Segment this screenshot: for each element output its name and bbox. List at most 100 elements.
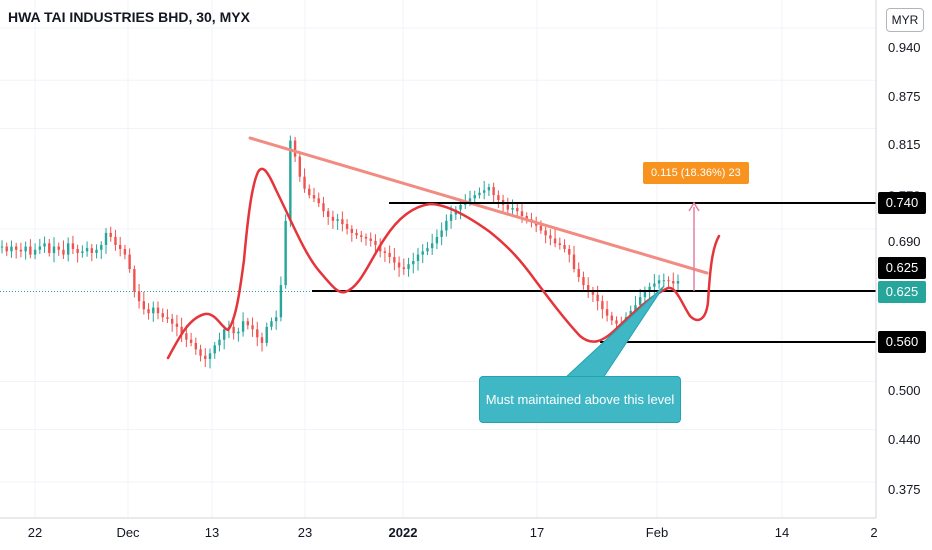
candle-body: [123, 248, 127, 255]
y-tick-label: 0.375: [888, 482, 921, 497]
currency-button[interactable]: MYR: [886, 8, 924, 32]
candle-body: [71, 243, 75, 249]
descending-trendline: [248, 136, 709, 275]
x-tick-label: 13: [204, 525, 220, 540]
candle-body: [662, 280, 666, 282]
candle-body: [156, 307, 160, 314]
candle-body: [199, 349, 202, 356]
candle-body: [506, 204, 510, 210]
y-tick-label: 0.690: [888, 234, 921, 249]
pattern-curve: [166, 167, 721, 360]
candle-body: [185, 333, 188, 340]
candle-body: [90, 248, 94, 253]
candle-body: [137, 291, 141, 302]
candle-body: [402, 267, 406, 270]
candle-body: [516, 208, 519, 212]
candle-body: [648, 286, 651, 292]
candle-body: [459, 204, 462, 210]
annotation-callout: Must maintained above this level: [479, 376, 681, 423]
candle-body: [312, 195, 316, 199]
candle-body: [289, 140, 292, 221]
x-tick-label: 23: [297, 525, 313, 540]
candle-body: [568, 248, 571, 255]
candle-body: [657, 280, 661, 284]
candle-body: [421, 251, 424, 255]
y-tick-label: 0.875: [888, 89, 921, 104]
candle-body: [473, 195, 476, 199]
candle-body: [520, 211, 524, 217]
chart-title: HWA TAI INDUSTRIES BHD, 30, MYX: [8, 9, 250, 25]
candle-body: [133, 269, 136, 292]
candle-body: [591, 291, 595, 295]
candle-body: [426, 248, 429, 252]
candle-body: [378, 244, 382, 252]
candle-body: [350, 228, 354, 233]
candle-body: [369, 238, 372, 241]
measure-arrow-head: [688, 201, 700, 212]
candle-body: [440, 230, 443, 237]
y-tick-label: 0.500: [888, 383, 921, 398]
candle-body: [57, 246, 60, 250]
candle-body: [270, 321, 273, 327]
candle-body: [586, 285, 590, 292]
candle-body: [170, 318, 174, 324]
candle-body: [293, 140, 297, 157]
candle-body: [407, 264, 410, 270]
candle-body: [161, 313, 164, 318]
y-tick-label-partial: 0.770: [888, 188, 921, 195]
candle-body: [222, 329, 226, 340]
candle-body: [605, 309, 609, 316]
candle-body: [610, 315, 614, 321]
candle-body: [14, 246, 18, 250]
candle-body: [38, 246, 42, 250]
candle-body: [100, 244, 103, 250]
candle-body: [152, 307, 155, 314]
candle-body: [147, 309, 150, 314]
chart-grid: [0, 0, 876, 518]
candle-body: [430, 243, 434, 249]
candle-body: [388, 252, 391, 257]
candle-body: [326, 211, 330, 217]
candle-body: [95, 249, 98, 253]
y-tick-label: 0.940: [888, 40, 921, 55]
x-tick-label: 2: [870, 525, 878, 540]
x-tick-label: 22: [27, 525, 43, 540]
candle-body: [246, 321, 250, 326]
current-price-tag: 0.625: [878, 281, 926, 303]
candle-body: [374, 240, 377, 245]
price-tag-0625-line: 0.625: [878, 257, 926, 279]
candle-body: [416, 254, 420, 262]
candle-body: [208, 353, 212, 359]
candle-body: [194, 342, 198, 350]
x-tick-label: Feb: [645, 525, 669, 540]
candle-body: [544, 230, 547, 236]
candle-body: [204, 355, 207, 359]
candle-body: [48, 243, 51, 253]
x-tick-label: Dec: [116, 525, 140, 540]
candle-body: [62, 249, 65, 255]
candle-body: [572, 254, 576, 270]
candle-body: [331, 216, 335, 221]
candle-body: [482, 190, 486, 193]
candle-body: [672, 281, 675, 284]
candle-body: [355, 232, 358, 236]
candle-body: [298, 156, 302, 177]
candle-body: [511, 208, 514, 210]
candle-body: [166, 317, 169, 319]
candle-body: [0, 246, 4, 248]
candle-body: [397, 262, 401, 268]
measurement-label: 0.115 (18.36%) 23: [643, 162, 749, 184]
candle-body: [383, 251, 387, 253]
candle-body: [142, 301, 146, 310]
candle-body: [615, 320, 618, 324]
candle-body: [558, 243, 562, 245]
candle-body: [468, 198, 472, 202]
candle-body: [478, 192, 481, 196]
candle-body: [81, 251, 84, 253]
price-tag-0740: 0.740: [878, 192, 926, 214]
candle-body: [33, 249, 37, 255]
candle-body: [360, 235, 363, 237]
candle-body: [539, 225, 543, 231]
candle-body: [577, 269, 580, 278]
